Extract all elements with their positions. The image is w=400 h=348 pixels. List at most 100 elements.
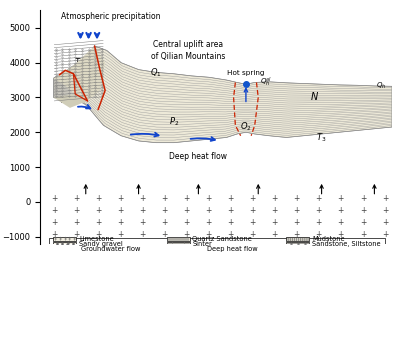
Text: +: + — [338, 230, 344, 239]
Text: $Q_1$: $Q_1$ — [150, 67, 162, 79]
Text: +: + — [250, 194, 256, 203]
Text: +: + — [161, 218, 168, 227]
Text: $T_M$: $T_M$ — [59, 95, 70, 107]
Text: +: + — [294, 194, 300, 203]
Text: +: + — [51, 206, 57, 215]
Text: +: + — [117, 194, 124, 203]
Text: +: + — [72, 238, 76, 242]
Text: +: + — [139, 206, 146, 215]
Text: +: + — [360, 206, 366, 215]
Bar — [53, 242, 76, 246]
Polygon shape — [53, 46, 105, 101]
Text: +: + — [54, 236, 58, 240]
Text: +: + — [117, 230, 124, 239]
Text: Sandstone, Siltstone: Sandstone, Siltstone — [312, 241, 381, 247]
Text: +: + — [54, 237, 58, 241]
Text: +: + — [272, 218, 278, 227]
Text: +: + — [205, 230, 212, 239]
Text: +: + — [139, 230, 146, 239]
Text: +: + — [58, 236, 62, 240]
Text: +: + — [51, 218, 57, 227]
Text: +: + — [72, 236, 76, 240]
Text: +: + — [95, 206, 101, 215]
Text: $O_2$: $O_2$ — [240, 121, 252, 133]
Text: +: + — [183, 230, 190, 239]
Text: Limestone: Limestone — [79, 236, 114, 242]
Text: +: + — [250, 206, 256, 215]
Text: +: + — [382, 206, 388, 215]
Text: +: + — [73, 230, 79, 239]
Text: +: + — [58, 238, 62, 242]
Text: +: + — [161, 194, 168, 203]
Text: +: + — [272, 206, 278, 215]
Text: +: + — [95, 194, 101, 203]
Text: +: + — [63, 237, 66, 241]
Polygon shape — [53, 46, 392, 143]
Text: +: + — [95, 230, 101, 239]
Text: +: + — [338, 206, 344, 215]
Text: +: + — [63, 238, 66, 242]
Text: +: + — [338, 218, 344, 227]
Text: +: + — [117, 218, 124, 227]
Text: +: + — [95, 218, 101, 227]
Text: +: + — [250, 218, 256, 227]
Text: Atmospheric precipitation: Atmospheric precipitation — [61, 12, 160, 21]
Bar — [167, 237, 190, 241]
Text: Central uplift area
of Qilian Mountains: Central uplift area of Qilian Mountains — [151, 40, 225, 61]
Text: +: + — [338, 194, 344, 203]
Text: +: + — [294, 230, 300, 239]
Text: +: + — [360, 218, 366, 227]
Text: $P_2$: $P_2$ — [169, 116, 179, 128]
Text: +: + — [294, 206, 300, 215]
Text: +: + — [139, 194, 146, 203]
Text: +: + — [360, 194, 366, 203]
Text: +: + — [54, 238, 58, 242]
Text: +: + — [139, 218, 146, 227]
Text: Mudstone: Mudstone — [312, 236, 345, 242]
Polygon shape — [53, 94, 88, 108]
Text: +: + — [316, 194, 322, 203]
Text: +: + — [68, 238, 71, 242]
Bar — [167, 242, 190, 246]
Text: +: + — [294, 218, 300, 227]
Text: +: + — [73, 194, 79, 203]
Text: +: + — [382, 230, 388, 239]
Text: +: + — [73, 206, 79, 215]
Text: Quartz Sandstone: Quartz Sandstone — [192, 236, 252, 242]
Text: Deep heat flow: Deep heat flow — [207, 246, 258, 252]
Text: $T_2$: $T_2$ — [74, 56, 84, 69]
Text: +: + — [205, 206, 212, 215]
Text: +: + — [161, 206, 168, 215]
Text: +: + — [183, 194, 190, 203]
Text: +: + — [250, 230, 256, 239]
Text: +: + — [72, 237, 76, 241]
Text: +: + — [183, 218, 190, 227]
Text: +: + — [360, 230, 366, 239]
Text: +: + — [205, 194, 212, 203]
Text: +: + — [63, 236, 66, 240]
Text: +: + — [205, 218, 212, 227]
Text: +: + — [73, 218, 79, 227]
Text: +: + — [382, 194, 388, 203]
Text: +: + — [227, 230, 234, 239]
Text: Sandy gravel: Sandy gravel — [79, 241, 123, 247]
Text: Groundwater flow: Groundwater flow — [81, 246, 140, 252]
Bar — [286, 242, 309, 246]
Bar — [49, 238, 385, 252]
Text: $Q_h$: $Q_h$ — [376, 80, 386, 91]
Text: +: + — [316, 206, 322, 215]
Bar — [286, 237, 309, 241]
Text: +: + — [316, 230, 322, 239]
Text: Sinter: Sinter — [192, 241, 212, 247]
Text: +: + — [117, 206, 124, 215]
Text: +: + — [272, 194, 278, 203]
Text: Deep heat flow: Deep heat flow — [170, 152, 227, 161]
Text: +: + — [58, 237, 62, 241]
Text: +: + — [51, 230, 57, 239]
Text: +: + — [227, 218, 234, 227]
Text: $T_3$: $T_3$ — [316, 131, 327, 144]
Text: +: + — [68, 236, 71, 240]
Text: +: + — [382, 218, 388, 227]
Bar — [53, 237, 76, 241]
Text: +: + — [272, 230, 278, 239]
